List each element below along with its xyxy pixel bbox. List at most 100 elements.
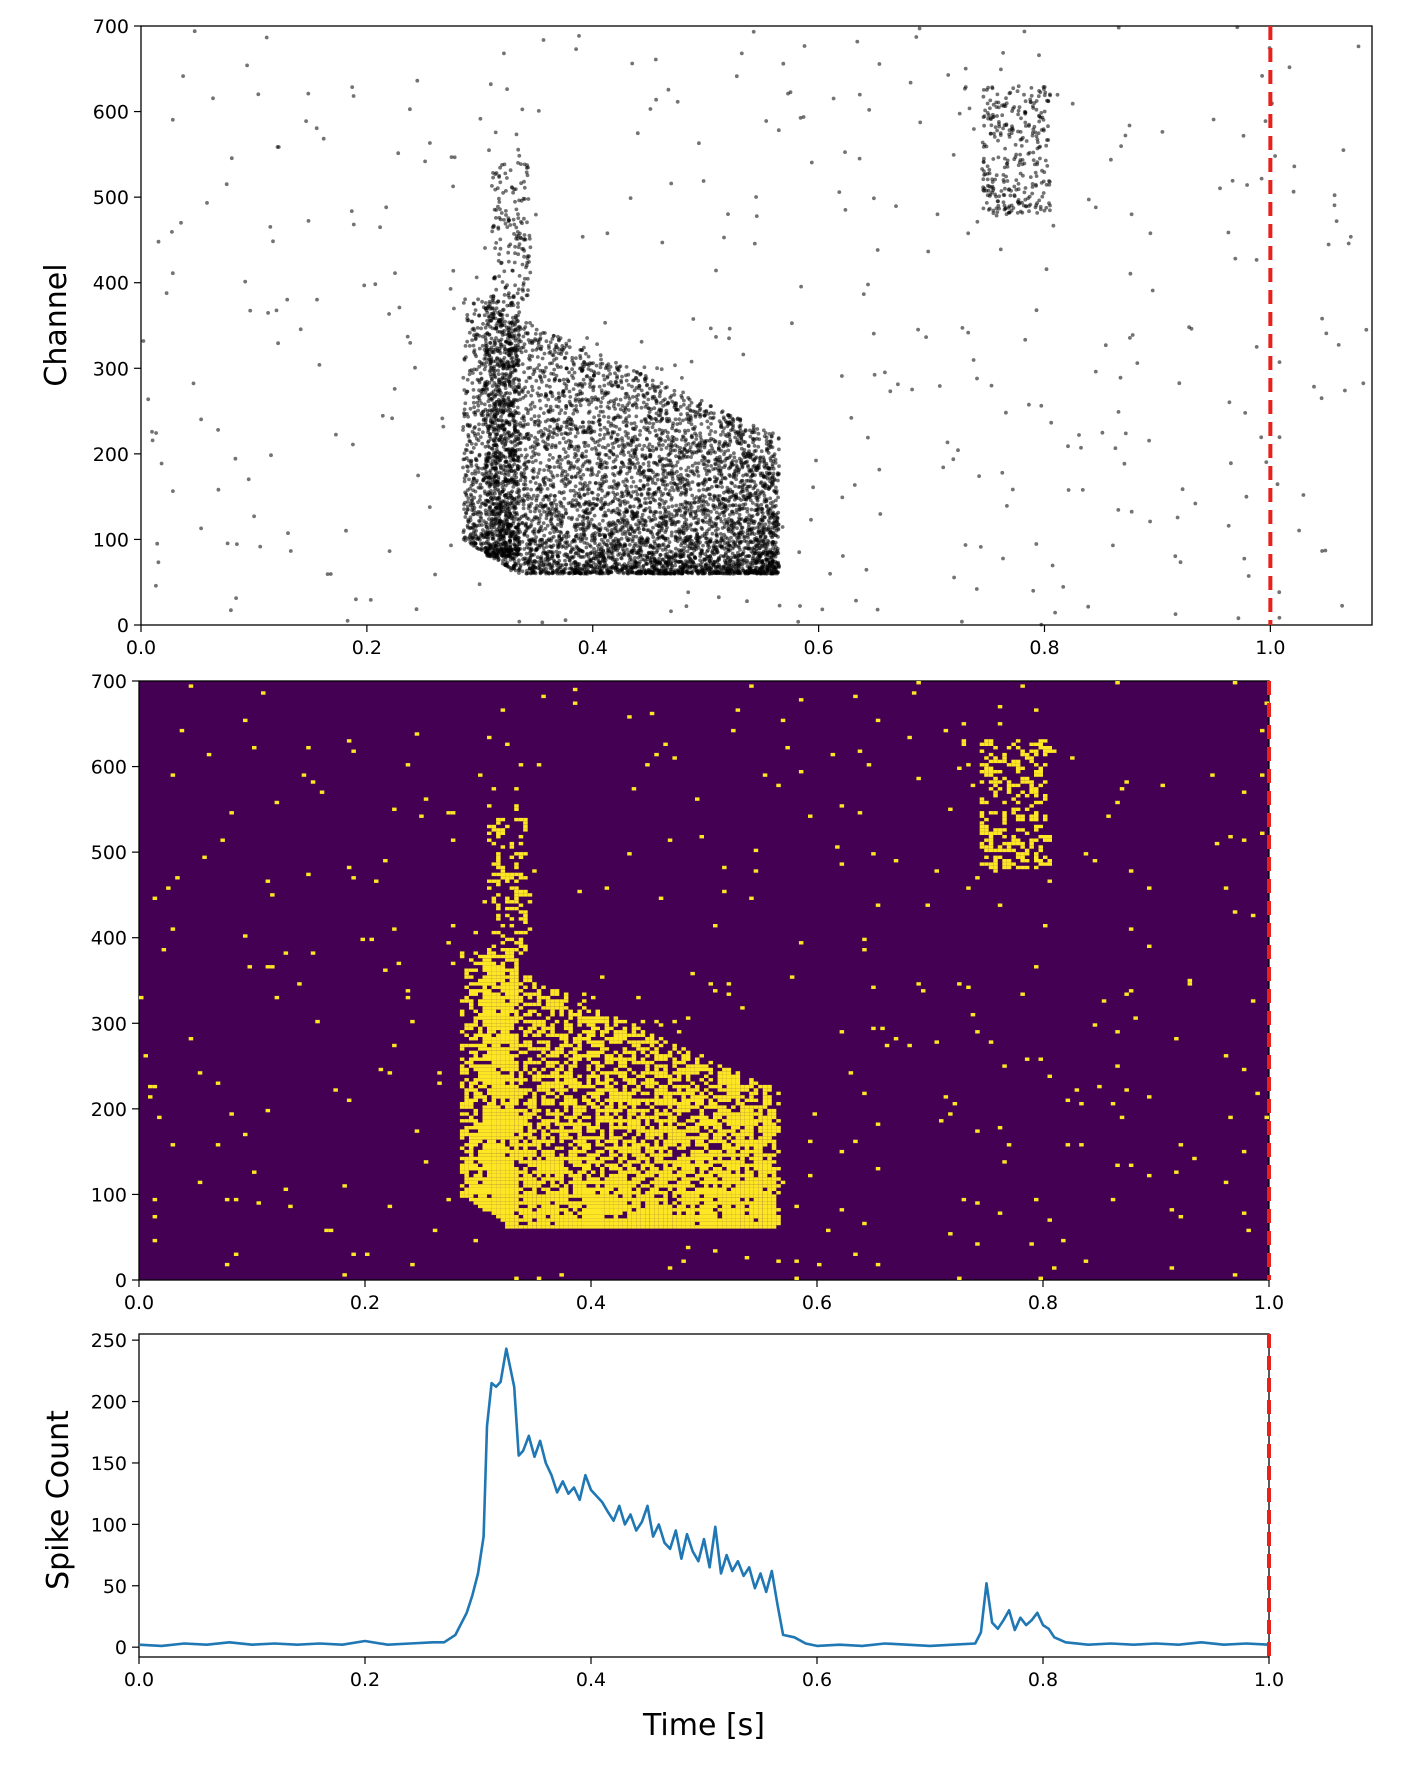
raster-panel: 0.0 0.2 0.4 0.6 0.8 1.00100200300400500600700… (39, 16, 1373, 659)
spike-point (562, 394, 567, 398)
spike-point (737, 512, 742, 517)
spike-point (655, 477, 660, 482)
spike-point (682, 565, 686, 570)
spike-point (733, 532, 737, 536)
spike-point (1312, 384, 1316, 389)
spike-point (264, 35, 269, 40)
spike-point (477, 452, 482, 457)
spike-point (608, 365, 613, 369)
spike-point (520, 569, 525, 574)
spike-point (647, 515, 651, 520)
spike-point (628, 460, 633, 464)
spike-point (625, 479, 630, 483)
spike-point (551, 484, 555, 489)
spike-point (669, 481, 673, 485)
spike-point (199, 417, 204, 422)
spike-point (828, 571, 832, 576)
spike-point (584, 567, 589, 572)
spike-point (597, 413, 601, 418)
spike-point (719, 423, 724, 428)
spike-point (1077, 433, 1081, 437)
spike-point (639, 419, 644, 424)
spike-point (686, 483, 691, 488)
spike-point (618, 397, 623, 402)
spike-point (534, 506, 539, 511)
spike-point (867, 108, 872, 112)
spike-point (754, 537, 758, 542)
spike-point (428, 141, 432, 145)
spike-point (479, 401, 484, 406)
spike-point (709, 464, 713, 468)
spike-point (657, 560, 662, 565)
spike-point (797, 550, 802, 555)
spike-point (1173, 612, 1178, 616)
spike-point (605, 427, 610, 432)
spike-point (702, 439, 707, 444)
spike-point (461, 530, 466, 535)
spike-point (677, 417, 682, 422)
spike-point (583, 440, 588, 445)
spike-point (638, 478, 643, 483)
raster-xtick-label: 0.2 (352, 637, 382, 659)
spike-point (1034, 542, 1039, 546)
spike-point (1178, 560, 1183, 565)
spike-point (731, 423, 735, 427)
spike-point (493, 130, 498, 135)
spike-point (1226, 523, 1231, 528)
spike-point (587, 402, 591, 407)
spike-point (535, 555, 540, 560)
spike-point (759, 480, 764, 485)
raster-ytick-label: 700 (93, 16, 129, 38)
spike-point (809, 517, 813, 522)
spike-point (776, 495, 780, 500)
spike-point (799, 284, 803, 289)
spike-point (589, 490, 594, 495)
spike-point (620, 443, 625, 447)
spike-point (408, 107, 412, 112)
spike-point (654, 401, 659, 405)
spike-point (597, 418, 602, 423)
spike-point (373, 282, 378, 287)
spike-point (543, 526, 548, 531)
spike-point (606, 400, 611, 405)
spike-point (1241, 133, 1246, 138)
spike-point (556, 458, 561, 462)
spike-point (472, 333, 476, 338)
spike-point (551, 475, 556, 480)
spike-point (752, 444, 757, 448)
spike-point (741, 352, 746, 357)
spike-point (533, 559, 537, 564)
spike-point (634, 437, 639, 442)
spike-point (607, 455, 612, 460)
spike-point (756, 503, 760, 507)
spike-point (754, 508, 759, 513)
spike-point (888, 389, 893, 394)
spike-point (521, 513, 526, 518)
spike-point (618, 451, 623, 456)
spike-point (999, 67, 1003, 72)
spike-point (602, 432, 607, 437)
spike-point (235, 542, 239, 546)
spike-point (622, 514, 627, 519)
spike-point (971, 358, 976, 362)
spike-point (533, 565, 538, 570)
spike-point (726, 547, 730, 552)
spike-point (638, 465, 643, 470)
spike-point (529, 417, 534, 421)
spike-point (529, 487, 533, 492)
spike-point (563, 618, 568, 623)
spike-point (627, 532, 632, 536)
spike-point (553, 494, 557, 498)
spike-point (709, 429, 713, 433)
spike-point (615, 374, 619, 379)
spike-point (529, 455, 534, 460)
spike-point (1341, 148, 1346, 153)
spike-point (630, 61, 635, 66)
spike-point (702, 443, 707, 448)
spike-point (861, 292, 866, 296)
spike-point (747, 546, 752, 551)
spike-point (487, 148, 491, 153)
spike-point (653, 389, 658, 393)
spike-point (525, 545, 529, 550)
spike-point (814, 458, 818, 463)
